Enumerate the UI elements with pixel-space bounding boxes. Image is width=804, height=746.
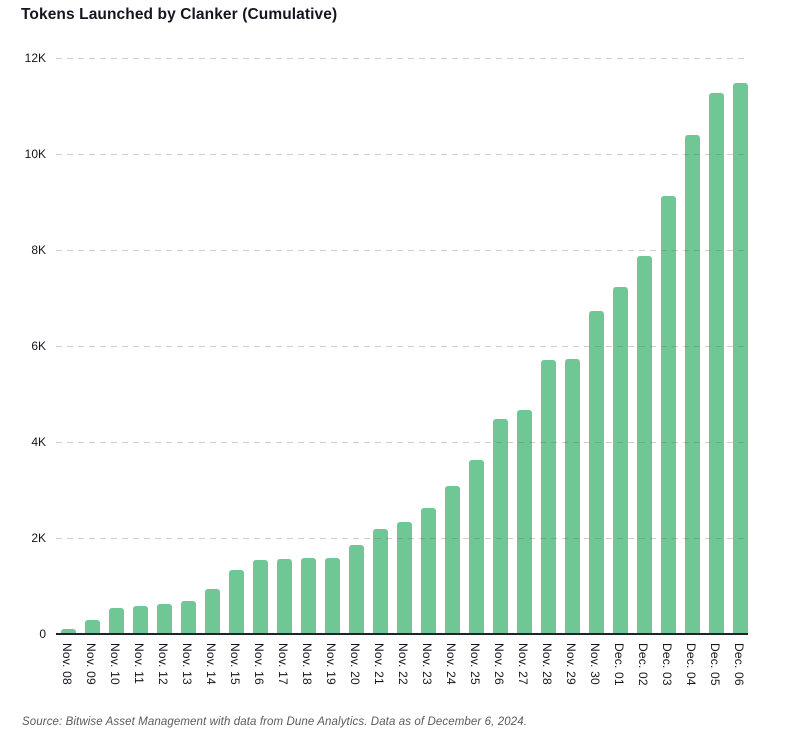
x-axis-tick-label: Nov. 12 — [156, 643, 170, 685]
x-axis-tick-label: Dec. 01 — [612, 643, 626, 686]
y-axis-tick-label: 4K — [31, 435, 46, 449]
x-axis-tick-label: Nov. 27 — [516, 643, 530, 685]
x-axis-tick-label: Nov. 23 — [420, 643, 434, 685]
bar-nov-12 — [156, 603, 172, 634]
x-axis-tick-label: Nov. 14 — [204, 643, 218, 685]
x-axis-tick-label: Dec. 04 — [684, 643, 698, 686]
y-axis-tick-label: 10K — [24, 147, 46, 161]
bar-nov-09 — [84, 619, 100, 634]
bar-nov-26 — [492, 419, 508, 634]
gridline-2k — [56, 538, 748, 539]
x-axis-tick-label: Nov. 29 — [564, 643, 578, 685]
x-axis-tick-label: Nov. 08 — [60, 643, 74, 685]
x-axis-tick-label: Dec. 05 — [708, 643, 722, 686]
bar-nov-27 — [516, 410, 532, 634]
gridline-8k — [56, 250, 748, 251]
x-axis-tick-label: Dec. 06 — [732, 643, 746, 686]
x-axis-tick-label: Dec. 02 — [636, 643, 650, 686]
gridline-6k — [56, 346, 748, 347]
chart-title: Tokens Launched by Clanker (Cumulative) — [21, 6, 338, 23]
gridline-4k — [56, 442, 748, 443]
bar-nov-08 — [60, 629, 76, 634]
bar-dec-04 — [684, 134, 700, 634]
gridline-12k — [56, 58, 748, 59]
bar-nov-11 — [132, 605, 148, 634]
x-axis-tick-label: Nov. 10 — [108, 643, 122, 685]
x-axis-tick-label: Nov. 17 — [276, 643, 290, 685]
bar-dec-01 — [612, 286, 628, 634]
bar-nov-17 — [276, 558, 292, 634]
x-axis-tick-label: Nov. 30 — [588, 643, 602, 685]
y-axis-tick-label: 8K — [31, 243, 46, 257]
x-axis-tick-label: Nov. 28 — [540, 643, 554, 685]
bar-dec-06 — [732, 82, 748, 634]
bar-nov-23 — [420, 508, 436, 634]
x-axis-tick-label: Nov. 22 — [396, 643, 410, 685]
x-axis-tick-label: Nov. 11 — [132, 643, 146, 684]
bar-nov-22 — [396, 522, 412, 634]
bar-nov-25 — [468, 459, 484, 634]
bar-nov-13 — [180, 600, 196, 634]
bar-nov-16 — [252, 559, 268, 634]
y-axis-tick-label: 6K — [31, 339, 46, 353]
bar-dec-05 — [708, 93, 724, 634]
source-note: Source: Bitwise Asset Management with da… — [22, 716, 528, 728]
x-axis-tick-label: Nov. 20 — [348, 643, 362, 685]
bar-nov-15 — [228, 569, 244, 634]
gridline-10k — [56, 154, 748, 155]
bar-nov-24 — [444, 485, 460, 634]
x-axis-tick-label: Nov. 09 — [84, 643, 98, 685]
bar-nov-19 — [324, 557, 340, 634]
bar-nov-21 — [372, 528, 388, 634]
x-axis-tick-label: Nov. 15 — [228, 643, 242, 685]
bar-dec-03 — [660, 196, 676, 634]
bar-nov-28 — [540, 360, 556, 634]
bar-nov-29 — [564, 358, 580, 634]
x-axis-tick-label: Nov. 18 — [300, 643, 314, 685]
y-axis-tick-label: 2K — [31, 531, 46, 545]
bar-nov-14 — [204, 588, 220, 634]
bar-nov-30 — [588, 310, 604, 634]
x-axis-tick-label: Nov. 21 — [372, 643, 386, 685]
x-axis-tick-label: Nov. 16 — [252, 643, 266, 685]
y-axis-tick-label: 12K — [24, 51, 46, 65]
x-axis-tick-label: Nov. 13 — [180, 643, 194, 685]
x-axis-tick-label: Nov. 26 — [492, 643, 506, 685]
x-axis-tick-label: Nov. 19 — [324, 643, 338, 685]
x-axis-tick-label: Nov. 24 — [444, 643, 458, 685]
y-axis-tick-label: 0 — [39, 627, 46, 641]
x-axis-tick-label: Nov. 25 — [468, 643, 482, 685]
bar-nov-20 — [348, 544, 364, 634]
bar-dec-02 — [636, 256, 652, 634]
x-axis-line — [56, 633, 748, 635]
bar-nov-10 — [108, 608, 124, 634]
bar-nov-18 — [300, 558, 316, 634]
x-axis-tick-label: Dec. 03 — [660, 643, 674, 686]
